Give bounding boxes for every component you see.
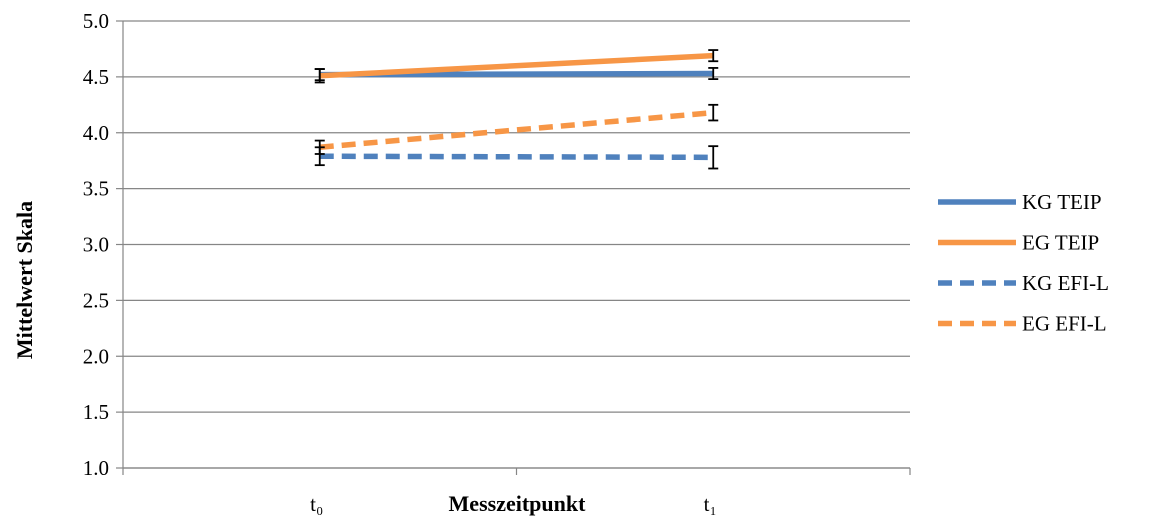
grid-lines [116,20,910,469]
y-tick-label: 4.5 [83,65,109,89]
y-tick-label: 3.5 [83,177,109,201]
y-tick-label: 1.0 [83,456,109,480]
legend-label: KG EFI-L [1022,271,1109,295]
y-tick-label: 2.5 [83,288,109,312]
x-tick-label: t₀ [310,492,323,516]
x-axis-title: Messzeitpunkt [449,491,587,516]
y-tick-label: 1.5 [83,400,109,424]
y-tick-labels: 1.0 1.5 2.0 2.5 3.0 3.5 4.0 4.5 5.0 [83,9,109,480]
legend: KG TEIP EG TEIP KG EFI-L EG EFI-L [938,190,1109,336]
y-axis-title: Mittelwert Skala [12,201,37,359]
series-line-eg-teip [319,52,714,79]
axes [122,21,911,475]
series-lines [319,52,714,161]
x-tick-label: t₁ [704,492,717,516]
legend-label: KG TEIP [1022,190,1102,214]
series-line-eg-efi-l [319,109,714,151]
y-tick-label: 5.0 [83,9,109,33]
legend-label: EG TEIP [1022,231,1099,255]
y-tick-label: 4.0 [83,121,109,145]
x-tick-labels: t₀ t₁ [310,492,717,516]
legend-label: EG EFI-L [1022,312,1107,336]
y-tick-label: 3.0 [83,233,109,257]
series-line-kg-efi-l [319,153,714,161]
error-bars [314,49,719,170]
y-tick-label: 2.0 [83,344,109,368]
